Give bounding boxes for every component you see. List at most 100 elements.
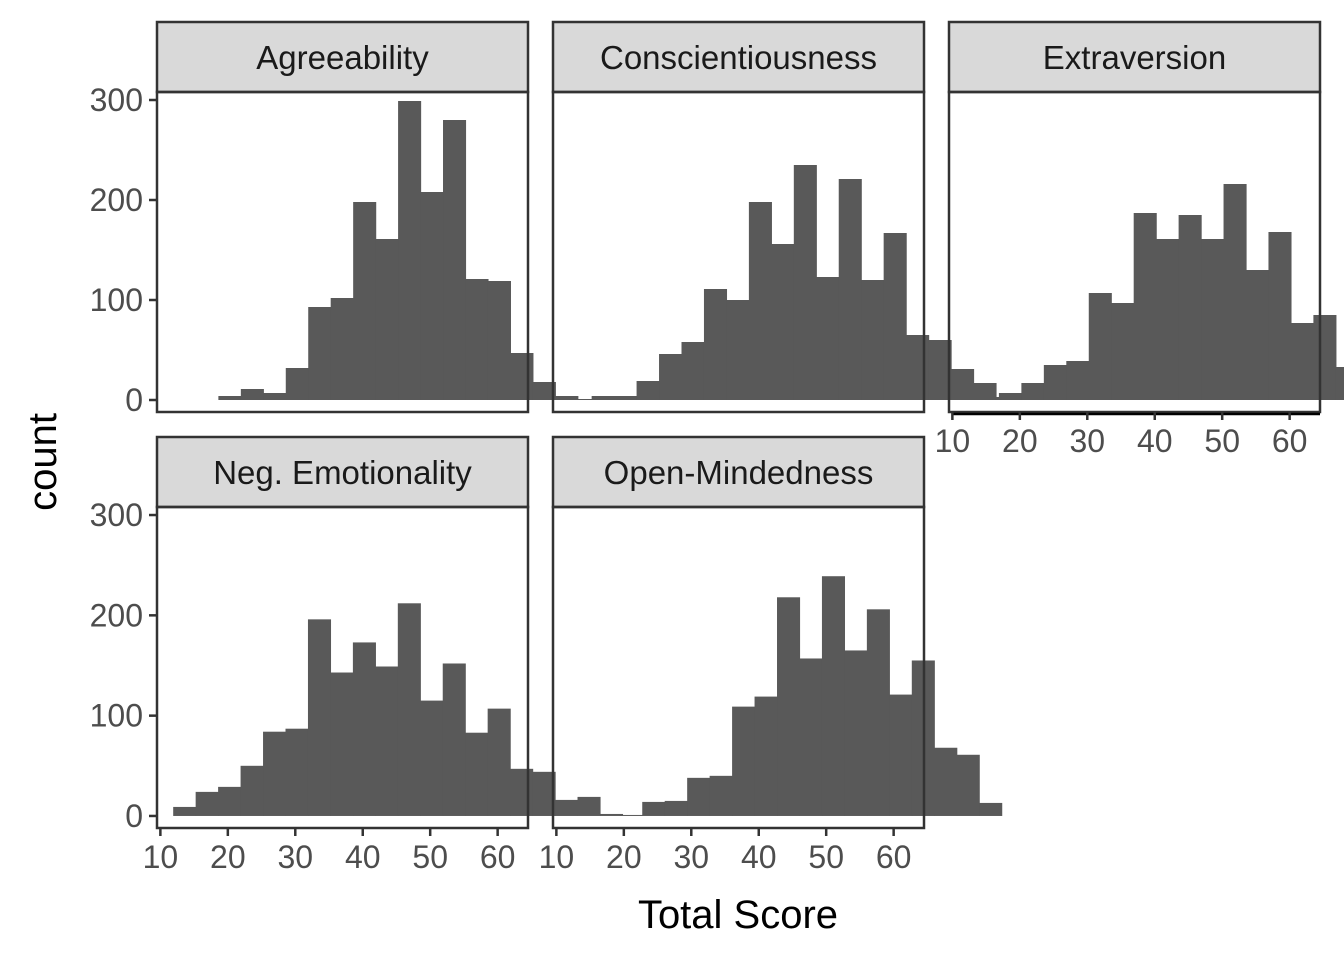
- y-tick-label: 300: [90, 497, 143, 533]
- histogram-bar: [821, 576, 846, 816]
- y-tick-label: 0: [125, 798, 143, 834]
- panel-open-mindedness: Open-Mindedness 10 20 30 40 50 60: [539, 435, 1003, 875]
- histogram-bar: [1088, 293, 1112, 400]
- histogram-bar: [642, 801, 666, 816]
- histogram-bar: [285, 368, 309, 400]
- histogram-bar: [420, 192, 444, 400]
- x-tick-label: 40: [345, 839, 381, 875]
- histogram-bar: [555, 799, 579, 816]
- histogram-bar: [375, 666, 399, 816]
- histogram-bar: [218, 396, 242, 400]
- facet-title: Conscientiousness: [600, 39, 877, 76]
- x-tick-label: 20: [606, 839, 642, 875]
- y-tick-label: 0: [125, 382, 143, 418]
- histogram-bar: [240, 765, 264, 816]
- histogram-bar: [709, 775, 733, 816]
- x-tick-label: 10: [143, 839, 179, 875]
- x-tick-label: 40: [1137, 423, 1173, 459]
- histogram-bar: [956, 754, 980, 816]
- histogram-bar: [816, 277, 840, 400]
- histogram-bar: [1111, 303, 1135, 400]
- x-tick-label: 40: [741, 839, 777, 875]
- histogram-bar: [844, 650, 868, 816]
- x-tick-label: 30: [277, 839, 313, 875]
- histogram-bar: [748, 202, 772, 400]
- histogram-bar: [532, 382, 556, 400]
- histogram-bar: [1043, 365, 1067, 400]
- histogram-bar: [973, 383, 997, 400]
- facet-strip: [155, 20, 530, 94]
- histogram-bar: [375, 239, 399, 400]
- histogram-bar: [218, 786, 242, 816]
- histogram-bar: [951, 369, 975, 400]
- histogram-bar: [1156, 239, 1180, 400]
- histogram-bar: [1223, 184, 1247, 400]
- x-axis-title: Total Score: [638, 893, 838, 937]
- histogram-bar: [1201, 239, 1225, 400]
- histogram-bar: [577, 796, 601, 816]
- histogram-bar: [928, 340, 952, 400]
- histogram-bar: [599, 813, 624, 816]
- panel-border: [551, 90, 926, 414]
- histogram-bar: [330, 672, 354, 816]
- panel-neg-emotionality: Neg. Emotionality 0 100 200 300 10 20 30 40 50 60: [90, 435, 624, 875]
- histogram-bar: [487, 281, 511, 400]
- histogram-bar: [442, 663, 466, 816]
- histogram-bar: [799, 658, 823, 816]
- histogram-bar: [1246, 270, 1270, 400]
- histogram-bar: [1178, 215, 1202, 400]
- x-tick-label: 50: [412, 839, 448, 875]
- x-tick-label: 20: [1002, 423, 1038, 459]
- histogram-bar: [636, 381, 660, 400]
- histogram-bar: [1290, 323, 1314, 400]
- panel-agreeability: Agreeability 0 100 200 300: [90, 20, 579, 418]
- histogram-bar: [195, 791, 219, 816]
- histogram-bar: [420, 700, 444, 816]
- panel-extraversion: Extraversion 10 20 30 40 50 60: [935, 20, 1344, 459]
- y-tick-label: 100: [90, 282, 143, 318]
- panel-conscientiousness: Conscientiousness: [551, 20, 1020, 414]
- y-axis-title: count: [21, 413, 65, 511]
- histogram-bar: [619, 814, 643, 816]
- histogram-bar: [307, 619, 332, 816]
- y-tick-label: 300: [90, 82, 143, 118]
- x-tick-label: 50: [808, 839, 844, 875]
- histogram-bar: [726, 300, 750, 400]
- y-tick-label: 100: [90, 698, 143, 734]
- facet-strip: [551, 435, 926, 509]
- histogram-bar: [838, 179, 862, 400]
- histogram-bar: [681, 342, 705, 400]
- histogram-bar: [687, 777, 711, 816]
- histogram-bar: [866, 609, 890, 816]
- facet-title: Agreeability: [256, 39, 429, 76]
- histogram-bar: [308, 307, 332, 400]
- panel-border: [155, 505, 530, 830]
- histogram-bar: [465, 732, 489, 816]
- histogram-bar: [889, 694, 913, 816]
- facet-strip: [155, 435, 530, 509]
- histogram-bar: [263, 393, 287, 400]
- histogram-bar: [263, 731, 287, 816]
- histogram-bar: [861, 280, 885, 400]
- histogram-bar: [754, 696, 778, 816]
- histogram-bar: [1133, 213, 1157, 400]
- histogram-bar: [352, 642, 376, 816]
- facet-title: Extraversion: [1043, 39, 1226, 76]
- histogram-bar: [1268, 232, 1292, 400]
- histogram-bar: [1066, 361, 1090, 400]
- histogram-bar: [1313, 315, 1337, 400]
- facet-title: Neg. Emotionality: [213, 454, 472, 491]
- histogram-bar: [173, 806, 197, 816]
- histogram-bar: [906, 335, 930, 400]
- histogram-bar: [703, 289, 728, 400]
- histogram-bar: [591, 396, 615, 400]
- histogram-bar: [1021, 383, 1045, 400]
- histogram-bar: [240, 389, 264, 400]
- histogram-bar: [664, 800, 688, 816]
- histogram-bar: [555, 396, 579, 400]
- x-tick-label: 10: [539, 839, 575, 875]
- histogram-bar: [569, 399, 593, 400]
- histogram-bar: [934, 747, 958, 816]
- panel-border: [947, 90, 1322, 414]
- facet-title: Open-Mindedness: [604, 454, 874, 491]
